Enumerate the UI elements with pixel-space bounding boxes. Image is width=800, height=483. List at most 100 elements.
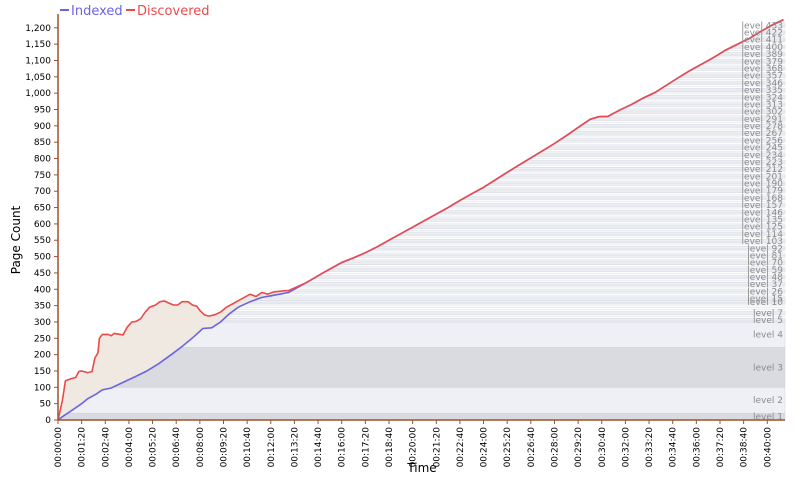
series-lines bbox=[57, 18, 784, 421]
y-tick-label: 650 bbox=[34, 204, 51, 214]
x-tick-label: 00:40:00 bbox=[763, 427, 773, 468]
y-tick-label: 1,200 bbox=[25, 24, 51, 34]
y-tick-label: 300 bbox=[34, 318, 51, 328]
level-label: level 7 bbox=[753, 309, 783, 319]
legend-label: Discovered bbox=[137, 4, 210, 19]
y-tick-label: 100 bbox=[34, 383, 51, 393]
y-tick-label: 1,050 bbox=[25, 73, 51, 83]
level-label: level 157 bbox=[742, 201, 783, 211]
level-label: level 223 bbox=[742, 158, 783, 168]
level-label: level 125 bbox=[742, 223, 783, 233]
level-label: level 2 bbox=[753, 396, 783, 406]
y-tick-label: 600 bbox=[34, 220, 51, 230]
level-label: level 92 bbox=[747, 244, 783, 254]
y-tick-label: 700 bbox=[34, 187, 51, 197]
y-tick-label: 400 bbox=[34, 285, 51, 295]
level-label: level 256 bbox=[742, 136, 784, 146]
x-tick-label: 00:00:00 bbox=[54, 427, 64, 468]
level-label: level 5 bbox=[753, 316, 783, 326]
level-band bbox=[57, 347, 786, 388]
y-tick-label: 350 bbox=[34, 302, 51, 312]
y-axis-title: Page Count bbox=[9, 205, 23, 274]
y-tick-label: 200 bbox=[34, 351, 51, 361]
x-tick-label: 00:08:00 bbox=[196, 427, 206, 468]
x-tick-label: 00:21:20 bbox=[432, 427, 442, 468]
x-tick-label: 00:16:00 bbox=[338, 427, 348, 468]
x-tick-label: 00:13:20 bbox=[290, 427, 300, 468]
legend-label: Indexed bbox=[71, 4, 123, 19]
y-tick-label: 750 bbox=[34, 171, 51, 181]
level-label: level 37 bbox=[747, 280, 783, 290]
x-tick-label: 00:26:40 bbox=[527, 427, 537, 468]
level-band bbox=[57, 412, 786, 421]
y-tick-label: 900 bbox=[34, 122, 51, 132]
y-tick-label: 1,000 bbox=[25, 89, 51, 99]
level-label: level 422 bbox=[742, 29, 783, 39]
x-tick-label: 00:24:00 bbox=[480, 427, 490, 468]
level-label: level 3 bbox=[753, 363, 783, 373]
x-tick-label: 00:17:20 bbox=[361, 427, 371, 468]
x-tick-label: 00:25:20 bbox=[503, 427, 513, 468]
level-label: level 267 bbox=[742, 129, 783, 139]
x-tick-label: 00:12:00 bbox=[267, 427, 277, 468]
level-label: level 70 bbox=[747, 259, 783, 269]
x-tick-label: 00:38:40 bbox=[740, 427, 750, 468]
axes: 0 50 100 150 200 250 300 350 400 450 500 550 600 650 7… bbox=[25, 14, 785, 467]
level-label: level 15 bbox=[747, 295, 783, 305]
x-tick-label: 00:05:20 bbox=[149, 427, 159, 468]
level-label: level 245 bbox=[742, 144, 783, 154]
level-label: level 335 bbox=[742, 86, 783, 96]
level-label: level 81 bbox=[747, 251, 783, 261]
level-label: level 26 bbox=[747, 287, 783, 297]
level-band bbox=[57, 387, 786, 414]
x-tick-label: 00:37:20 bbox=[716, 427, 726, 468]
y-tick-label: 150 bbox=[34, 367, 51, 377]
level-label: level 324 bbox=[742, 93, 784, 103]
level-label: level 10 bbox=[747, 298, 783, 308]
level-label: level 357 bbox=[742, 72, 783, 82]
y-tick-label: 800 bbox=[34, 155, 51, 165]
y-tick-label: 1,100 bbox=[25, 56, 51, 66]
x-tick-label: 00:02:40 bbox=[101, 427, 111, 468]
level-label: level 411 bbox=[742, 36, 783, 46]
level-label: level 389 bbox=[742, 50, 784, 60]
level-label: level 59 bbox=[747, 266, 783, 276]
level-label: level 368 bbox=[742, 64, 784, 74]
x-tick-label: 00:32:00 bbox=[621, 427, 631, 468]
y-tick-label: 450 bbox=[34, 269, 51, 279]
level-label: level 379 bbox=[742, 57, 784, 67]
level-label: level 1 bbox=[753, 413, 783, 423]
level-label: level 291 bbox=[742, 115, 783, 125]
level-label: level 278 bbox=[742, 122, 784, 132]
level-label: level 346 bbox=[742, 79, 784, 89]
x-tick-label: 00:04:00 bbox=[125, 427, 135, 468]
level-label: level 135 bbox=[742, 215, 783, 225]
y-tick-label: 850 bbox=[34, 138, 51, 148]
x-tick-label: 00:36:00 bbox=[692, 427, 702, 468]
x-tick-label: 00:10:40 bbox=[243, 427, 253, 468]
x-tick-label: 00:29:20 bbox=[574, 427, 584, 468]
y-tick-label: 500 bbox=[34, 253, 51, 263]
y-tick-label: 0 bbox=[45, 416, 51, 426]
x-tick-label: 00:18:40 bbox=[385, 427, 395, 468]
level-label: level 313 bbox=[742, 100, 783, 110]
level-label: level 146 bbox=[742, 208, 784, 218]
x-tick-label: 00:33:20 bbox=[645, 427, 655, 468]
level-label: level 114 bbox=[742, 230, 784, 240]
level-label: level 190 bbox=[742, 180, 784, 190]
x-tick-label: 00:14:40 bbox=[314, 427, 324, 468]
level-label: level 48 bbox=[747, 273, 783, 283]
level-label: level 212 bbox=[742, 165, 783, 175]
level-label: level 168 bbox=[742, 194, 784, 204]
plot-background bbox=[58, 18, 785, 420]
level-label: level 234 bbox=[742, 151, 784, 161]
y-tick-label: 250 bbox=[34, 334, 51, 344]
x-tick-label: 00:22:40 bbox=[456, 427, 466, 468]
level-label: level 103 bbox=[742, 237, 783, 247]
legend: Indexed Discovered bbox=[60, 4, 210, 19]
x-tick-label: 00:20:00 bbox=[409, 427, 419, 468]
x-tick-label: 00:01:20 bbox=[78, 427, 88, 468]
level-label: level 179 bbox=[742, 187, 784, 197]
level-label: level 201 bbox=[742, 172, 783, 182]
